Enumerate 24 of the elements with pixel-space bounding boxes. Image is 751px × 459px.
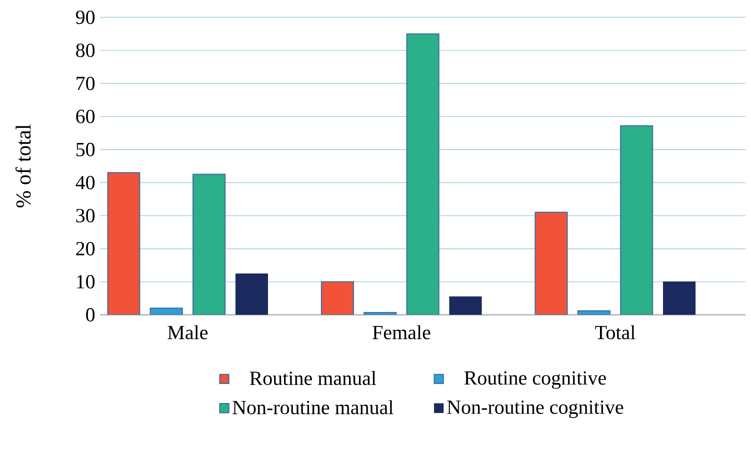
- bar: [320, 281, 354, 315]
- y-tick-label: 60: [76, 110, 95, 124]
- bar: [534, 212, 568, 315]
- bar: [620, 125, 654, 315]
- y-tick-label: 90: [76, 10, 95, 24]
- bar: [406, 33, 440, 315]
- y-tick-label: 10: [77, 275, 95, 289]
- y-axis-title: % of total: [15, 124, 31, 208]
- y-tick-label: 0: [86, 308, 95, 322]
- y-tick-label: 50: [76, 142, 95, 156]
- x-tick-label: Female: [372, 325, 430, 340]
- y-tick-label: 40: [76, 176, 95, 190]
- x-tick-label: Total: [595, 325, 636, 340]
- legend-label: Non-routine manual: [232, 400, 394, 414]
- bar: [107, 172, 140, 315]
- legend-label: Routine cognitive: [464, 371, 606, 389]
- y-tick-label: 20: [76, 242, 95, 256]
- legend-label: Routine manual: [250, 371, 376, 386]
- x-tick-label: Male: [168, 325, 208, 340]
- y-tick-label: 80: [76, 44, 95, 58]
- y-tick-label: 70: [76, 76, 95, 90]
- bar: [192, 174, 226, 315]
- legend-label: Non-routine cognitive: [447, 400, 624, 418]
- y-tick-label: 30: [76, 208, 95, 222]
